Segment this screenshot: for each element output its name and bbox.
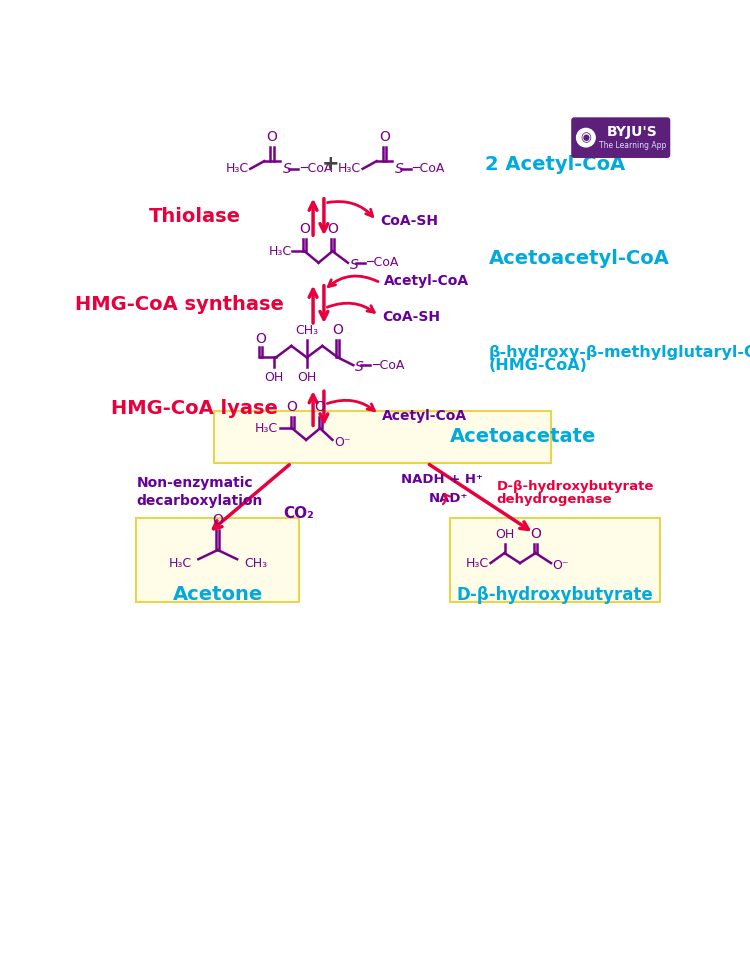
Text: dehydrogenase: dehydrogenase — [496, 493, 612, 506]
Circle shape — [577, 128, 596, 147]
FancyBboxPatch shape — [136, 518, 299, 603]
Text: S: S — [395, 162, 404, 176]
Text: HMG-CoA synthase: HMG-CoA synthase — [74, 295, 284, 314]
Text: H₃C: H₃C — [255, 422, 278, 435]
FancyBboxPatch shape — [572, 118, 670, 157]
Text: Acetyl-CoA: Acetyl-CoA — [382, 409, 467, 423]
Text: ─CoA: ─CoA — [372, 359, 404, 371]
Text: CoA-SH: CoA-SH — [382, 311, 440, 324]
Text: O: O — [212, 513, 223, 527]
Text: CH₃: CH₃ — [244, 557, 267, 571]
Text: ◉: ◉ — [580, 131, 591, 145]
Text: +: + — [321, 154, 339, 174]
Text: CO₂: CO₂ — [284, 506, 314, 522]
Text: CH₃: CH₃ — [296, 323, 319, 337]
Text: Acetyl-CoA: Acetyl-CoA — [384, 275, 470, 288]
Text: Thiolase: Thiolase — [148, 207, 241, 227]
Text: BYJU'S: BYJU'S — [607, 125, 658, 140]
Text: O⁻: O⁻ — [553, 559, 569, 572]
Text: S: S — [283, 162, 292, 176]
Text: H₃C: H₃C — [268, 244, 291, 258]
Text: O: O — [379, 130, 390, 145]
Text: O: O — [530, 527, 541, 540]
Text: Acetoacetyl-CoA: Acetoacetyl-CoA — [489, 249, 670, 269]
Text: O: O — [266, 130, 278, 145]
Text: O⁻: O⁻ — [334, 436, 350, 448]
Text: Acetone: Acetone — [172, 585, 262, 604]
FancyBboxPatch shape — [214, 410, 551, 463]
Text: D-β-hydroxybutyrate: D-β-hydroxybutyrate — [496, 480, 654, 492]
Text: H₃C: H₃C — [466, 557, 489, 570]
Text: The Learning App: The Learning App — [598, 141, 666, 149]
Text: S: S — [350, 258, 358, 272]
Text: (HMG-CoA): (HMG-CoA) — [489, 358, 588, 372]
Text: CoA-SH: CoA-SH — [380, 214, 439, 228]
Text: O: O — [286, 401, 298, 414]
Text: β-hydroxy-β-methylglutaryl-CoA: β-hydroxy-β-methylglutaryl-CoA — [489, 345, 750, 360]
Text: NAD⁺: NAD⁺ — [428, 491, 468, 505]
Text: ─CoA: ─CoA — [300, 162, 332, 175]
Text: HMG-CoA lyase: HMG-CoA lyase — [111, 399, 278, 418]
Text: OH: OH — [297, 370, 316, 384]
Text: H₃C: H₃C — [226, 162, 249, 175]
Text: NADH + H⁺: NADH + H⁺ — [401, 473, 484, 486]
Text: Non-enzymatic
decarboxylation: Non-enzymatic decarboxylation — [136, 476, 262, 508]
Text: O: O — [299, 222, 310, 235]
Text: D-β-hydroxybutyrate: D-β-hydroxybutyrate — [457, 585, 653, 604]
Text: Acetoacetate: Acetoacetate — [450, 427, 597, 446]
Text: ─CoA: ─CoA — [367, 256, 399, 270]
Text: ─CoA: ─CoA — [413, 162, 445, 175]
Text: S: S — [355, 361, 364, 374]
Text: H₃C: H₃C — [168, 557, 191, 571]
Text: 2 Acetyl-CoA: 2 Acetyl-CoA — [485, 154, 626, 174]
FancyBboxPatch shape — [450, 518, 659, 603]
Text: O: O — [314, 401, 326, 414]
Text: OH: OH — [495, 528, 514, 540]
Text: OH: OH — [264, 370, 284, 384]
Text: O: O — [327, 222, 338, 235]
Text: O: O — [332, 322, 344, 337]
Text: O: O — [255, 332, 266, 346]
Text: H₃C: H₃C — [338, 162, 362, 175]
